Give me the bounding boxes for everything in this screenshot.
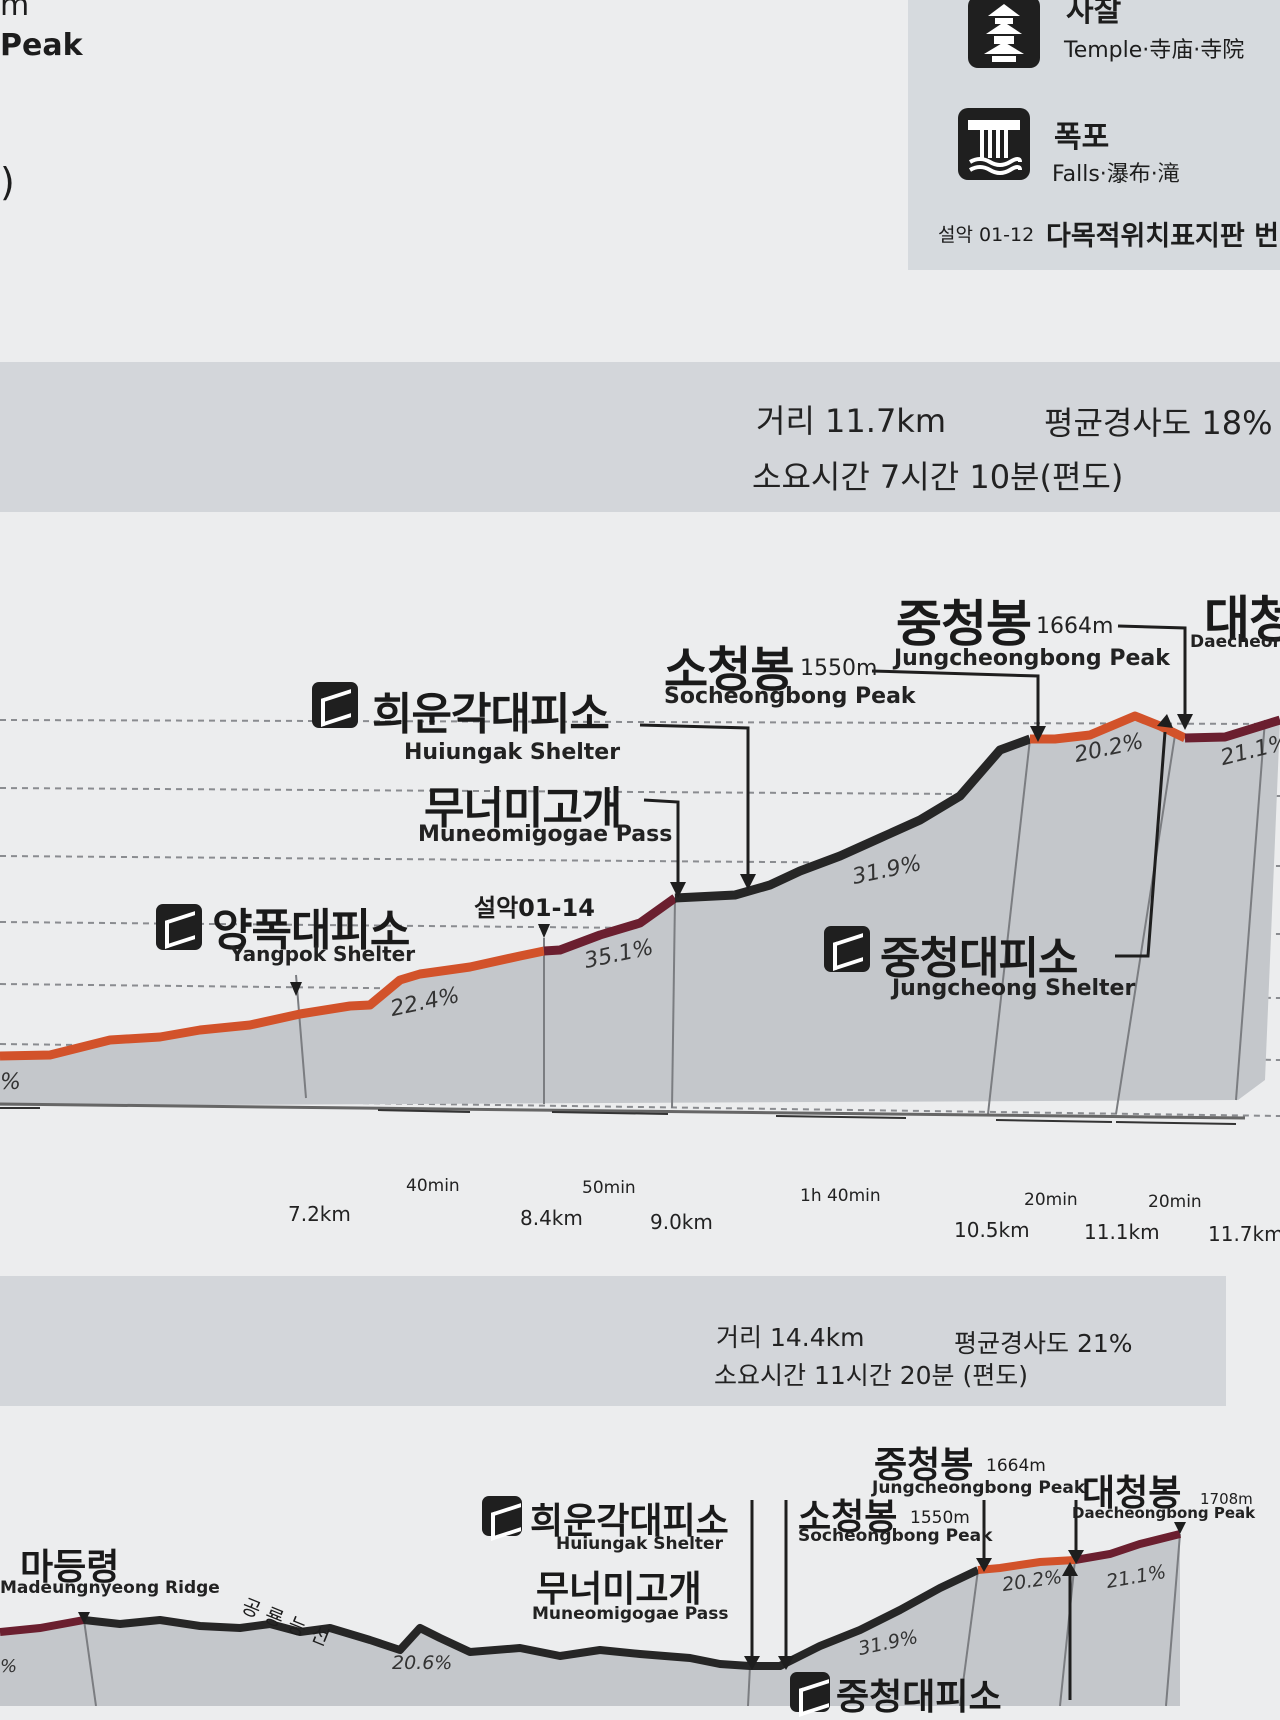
waterfall-icon: [958, 108, 1030, 180]
daecheong-label: 대청: [1204, 591, 1280, 649]
km-mark: 8.4km: [520, 1206, 583, 1230]
jungcheong-shelter-label: 중청대피소: [880, 933, 1078, 984]
yangpok-label-en: Yangpok Shelter: [230, 942, 416, 966]
route1-easy-segment: [0, 946, 545, 1061]
route1-summit-segment: [1184, 715, 1280, 743]
r2-jungcheong-shelter-icon: [790, 1672, 830, 1712]
socheongbong-label: 소청봉: [664, 642, 794, 698]
huiungak-label-en: Huiungak Shelter: [404, 740, 621, 765]
falls-label-en: Falls·瀑布·滝: [1052, 162, 1180, 187]
r2-daecheongbong-label-en: Daecheongbong Peak: [1072, 1504, 1256, 1522]
yangpok-label: 양폭대피소: [212, 905, 410, 956]
socheongbong-elevation: 1550m: [800, 656, 878, 681]
duration-label: 1h 40min: [800, 1186, 881, 1206]
r2-huiungak-label: 희운각대피소: [530, 1501, 729, 1542]
jungcheongbong-label-en: Jungcheongbong Peak: [894, 646, 1170, 671]
r2-muneomi-label: 무너미고개: [536, 1569, 702, 1610]
r2-grade-label: 20.6%: [392, 1652, 453, 1674]
jungcheong-shelter-icon: [824, 926, 870, 972]
duration-label: 40min: [406, 1176, 460, 1196]
route2-distance: 거리 14.4km: [716, 1323, 865, 1352]
yangpok-shelter-icon: [156, 904, 202, 950]
r2-huiungak-shelter-icon: [482, 1496, 522, 1536]
duration-label: 20min: [1024, 1190, 1078, 1210]
route1-time: 소요시간 7시간 10분(편도): [752, 458, 1124, 496]
r2-madeung-label-en: Madeungnyeong Ridge: [0, 1578, 220, 1598]
socheongbong-label-en: Socheongbong Peak: [664, 684, 916, 709]
jungcheong-shelter-label-en: Jungcheong Shelter: [892, 976, 1136, 1001]
duration-label: 50min: [582, 1178, 636, 1198]
temple-label-ko: 사찰: [1066, 0, 1122, 29]
sign-code: 설악 01-12: [938, 224, 1035, 246]
r2-socheongbong-elevation: 1550m: [910, 1508, 970, 1528]
r2-madeung-label: 마등령: [20, 1547, 120, 1588]
route1-profile-chart: [0, 624, 1280, 1125]
top-left-paren: ): [0, 160, 15, 204]
duration-label: 20min: [1148, 1192, 1202, 1212]
top-left-unit: m: [0, 0, 30, 23]
temple-label-en: Temple·寺庙·寺院: [1064, 38, 1245, 63]
route1-steep-segment: [543, 894, 678, 956]
route2-dinosaur-ridge-segment: [83, 1566, 980, 1670]
r2-socheongbong-label: 소청봉: [798, 1497, 898, 1538]
r2-jungcheongbong-label: 중청봉: [874, 1445, 974, 1486]
falls-label-ko: 폭포: [1054, 120, 1110, 155]
huiungak-label: 희운각대피소: [372, 689, 610, 740]
route1-distance: 거리 11.7km: [756, 402, 947, 440]
km-mark: 9.0km: [650, 1210, 713, 1234]
r2-jungcheongbong-elevation: 1664m: [986, 1456, 1046, 1476]
muneomi-label-en: Muneomigogae Pass: [418, 822, 673, 847]
route2-header: [0, 1276, 1226, 1406]
r2-muneomi-label-en: Muneomigogae Pass: [532, 1604, 729, 1624]
route2-grade: 평균경사도 21%: [954, 1329, 1133, 1358]
r2-daecheongbong-label: 대청봉: [1082, 1473, 1182, 1514]
r2-grade-label: %: [0, 1656, 18, 1677]
legend-panel: 사찰 Temple·寺庙·寺院 폭포 Falls·瀑布·滝 설악 01-12 다…: [908, 0, 1280, 270]
route2-profile-chart: [0, 1500, 1186, 1706]
km-mark: 10.5km: [954, 1218, 1030, 1242]
jungcheongbong-label: 중청봉: [896, 595, 1032, 653]
route2-time: 소요시간 11시간 20분 (편도): [714, 1361, 1028, 1390]
r2-socheongbong-label-en: Socheongbong Peak: [798, 1526, 993, 1546]
km-mark: 7.2km: [288, 1202, 351, 1226]
sign-title: 다목적위치표지판 번: [1046, 221, 1279, 252]
temple-icon: [968, 0, 1040, 68]
seorak-code-marker: 설악01-14: [474, 894, 595, 922]
route1-header: [0, 362, 1280, 512]
r2-jungcheongbong-label-en: Jungcheongbong Peak: [872, 1478, 1086, 1498]
r2-jungcheong-shelter-label: 중청대피소: [836, 1677, 1002, 1718]
top-left-peak: Peak: [0, 28, 83, 63]
jungcheongbong-elevation: 1664m: [1036, 614, 1114, 639]
route1-grade: 평균경사도 18%: [1044, 404, 1273, 442]
km-mark: 11.1km: [1084, 1220, 1160, 1244]
r2-daecheongbong-elevation: 1708m: [1200, 1490, 1253, 1508]
muneomi-label: 무너미고개: [424, 783, 622, 834]
km-mark: 11.7km: [1208, 1222, 1280, 1246]
r2-huiungak-label-en: Huiungak Shelter: [556, 1534, 723, 1554]
route1-ridge-segment: [1030, 711, 1187, 744]
route1-hard-segment: [674, 734, 1032, 903]
grade-label: %: [0, 1070, 21, 1095]
daecheong-label-en: Daecheon: [1190, 632, 1280, 652]
huiungak-shelter-icon: [312, 682, 358, 728]
